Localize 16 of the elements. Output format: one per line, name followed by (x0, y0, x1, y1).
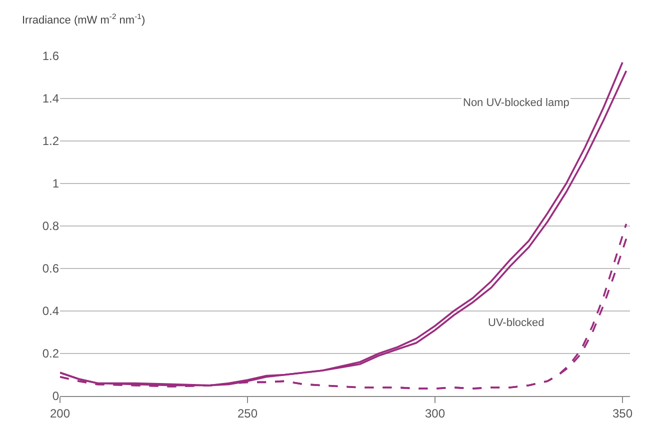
x-tick-label: 350 (612, 406, 633, 420)
x-tick-label: 250 (237, 406, 258, 420)
y-tick-label: 0.2 (42, 346, 60, 361)
y-tick-label: 0.6 (42, 262, 60, 276)
x-tick-label: 300 (424, 406, 446, 420)
y-tick-label: 0.4 (42, 304, 60, 318)
annotation: UV-blocked (488, 317, 544, 329)
y-tick-label: 1.6 (42, 49, 60, 64)
x-tick-label: 200 (50, 406, 70, 420)
y-tick-label: 0 (52, 389, 60, 404)
y-tick-label: 0.8 (42, 219, 60, 234)
y-tick-label: 1 (52, 176, 60, 191)
y-tick-label: 1.2 (42, 134, 60, 148)
y-tick-label: 1.4 (42, 92, 60, 106)
y-axis-title: Irradiance (mW m$^{-2}$ nm$^{-1}$) (22, 12, 146, 27)
annotation: Non UV-blocked lamp (463, 97, 570, 109)
